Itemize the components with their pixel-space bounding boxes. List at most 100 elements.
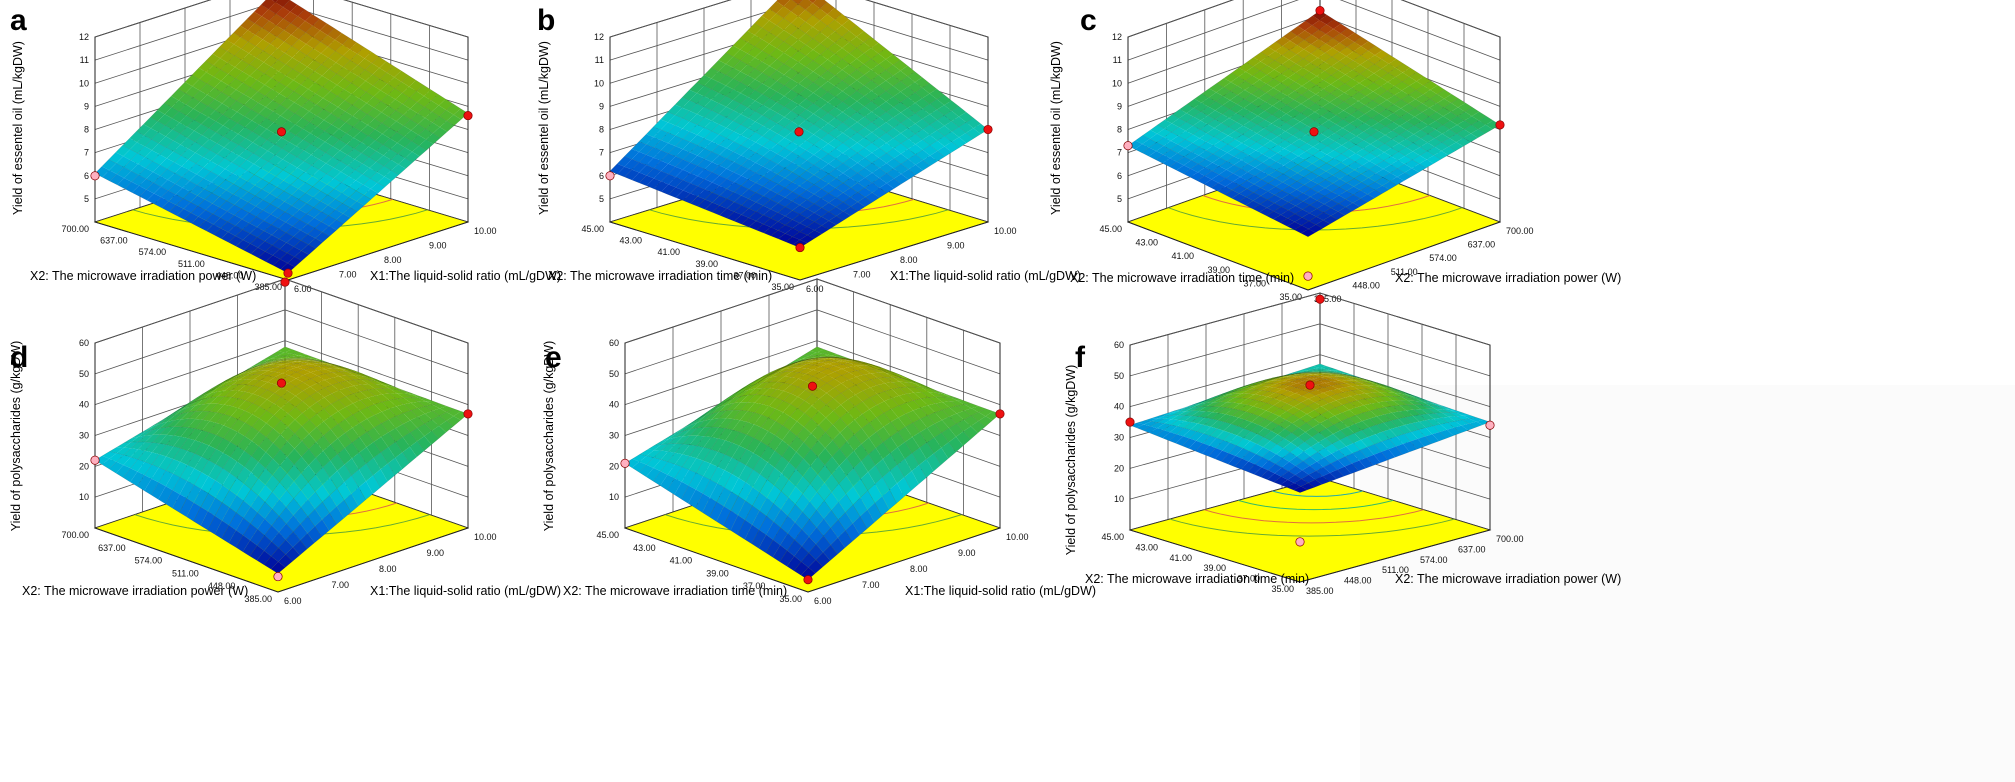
surface-cell: [813, 54, 828, 66]
surface-cell: [748, 162, 763, 173]
surface-cell: [446, 103, 461, 115]
surface-cell: [131, 431, 146, 439]
surface-cell: [1469, 417, 1484, 422]
surface-cell: [355, 163, 370, 175]
surface-cell: [210, 396, 225, 404]
surface-cell: [1356, 140, 1371, 149]
surface-cell: [897, 458, 912, 478]
surface-cell: [762, 129, 778, 140]
surface-cell: [810, 440, 826, 457]
surface-cell: [1227, 139, 1242, 148]
surface-cell: [1156, 137, 1171, 146]
surface-cell: [733, 402, 748, 411]
surface-cell: [799, 140, 814, 151]
surface-cell: [1241, 389, 1256, 394]
surface-cell: [304, 361, 319, 365]
surface-cell: [799, 150, 814, 161]
surface-cell: [1233, 160, 1248, 169]
surface-cell: [144, 478, 159, 495]
surface-cell: [799, 364, 814, 369]
surface-cell: [250, 91, 266, 103]
surface-cell: [373, 469, 388, 488]
surface-cell: [1330, 469, 1344, 479]
surface-cell: [278, 53, 293, 65]
surface-cell: [755, 381, 770, 389]
surface-cell: [417, 413, 432, 424]
surface-cell: [864, 80, 879, 91]
surface-cell: [749, 376, 764, 385]
surface-cell: [284, 46, 300, 58]
surface-cell: [194, 456, 209, 473]
surface-cell: [1274, 394, 1289, 401]
surface-cell: [697, 189, 713, 200]
surface-mesh-line: [1129, 424, 1301, 493]
surface-cell: [661, 174, 676, 185]
surface-cell: [380, 463, 395, 482]
surface-cell: [1201, 397, 1216, 402]
surface-cell: [1243, 111, 1258, 121]
surface-cell: [1357, 398, 1372, 406]
surface-cell: [1279, 374, 1294, 377]
surface-cell: [1225, 173, 1241, 182]
surface-cell: [324, 393, 339, 404]
surface-cell: [1268, 387, 1283, 393]
surface-cell: [834, 59, 850, 70]
surface-cell: [304, 360, 319, 362]
surface-cell: [775, 425, 790, 441]
surface-cell: [245, 414, 260, 427]
surface-cell: [959, 132, 974, 144]
surface-cell: [101, 159, 117, 171]
surface-cell: [862, 397, 877, 410]
surface-cell: [751, 529, 767, 549]
surface-cell: [325, 135, 340, 147]
surface-cell: [151, 482, 166, 500]
surface-cell: [225, 173, 240, 184]
surface-cell: [289, 367, 304, 373]
x-tick-label: 574.00: [1420, 555, 1448, 565]
surface-mesh-line: [653, 13, 842, 189]
surface-cell: [258, 107, 274, 119]
surface-cell: [849, 47, 864, 59]
surface-cell: [897, 477, 912, 497]
surface-cell: [1426, 155, 1441, 164]
panel-c: 5678910111235.0037.0039.0041.0043.0045.0…: [1049, 0, 1621, 304]
surface-cell: [660, 132, 676, 144]
surface-cell: [904, 453, 920, 471]
surface-cell: [784, 89, 799, 101]
surface-cell: [236, 518, 251, 536]
surface-cell: [710, 466, 725, 484]
surface-cell: [396, 125, 412, 137]
surface-cell: [927, 403, 943, 413]
surface-cell: [1218, 414, 1232, 422]
surface-cell: [1328, 407, 1342, 416]
surface-cell: [1421, 125, 1436, 134]
surface-cell: [370, 182, 385, 194]
surface-cell: [841, 372, 857, 380]
surface-cell: [857, 96, 872, 107]
surface-cell: [124, 181, 139, 193]
surface-cell: [885, 75, 901, 87]
surface-cell: [1348, 375, 1363, 379]
surface-cell: [397, 389, 412, 395]
surface-cell: [194, 472, 209, 489]
surface-cell: [1256, 137, 1271, 146]
surface-cell: [232, 372, 247, 379]
surface-cell: [837, 530, 853, 548]
surface-mesh-line: [770, 106, 959, 237]
surface-cell: [1346, 186, 1361, 195]
surface-cell: [675, 180, 691, 191]
surface-cell: [919, 427, 935, 443]
surface-mesh-line: [754, 23, 945, 157]
surface-cell: [1158, 415, 1173, 419]
surface-cell: [791, 367, 807, 373]
surface-cell: [821, 153, 836, 164]
surface-cell: [321, 215, 336, 226]
surface-cell: [1408, 90, 1423, 100]
surface-cell: [762, 43, 777, 55]
surface-cell: [201, 128, 217, 140]
surface-cell: [1267, 51, 1283, 61]
surface-cell: [1274, 55, 1290, 65]
surface-cell: [340, 366, 355, 372]
surface-cell: [734, 384, 750, 394]
surface-cell: [792, 0, 803, 5]
